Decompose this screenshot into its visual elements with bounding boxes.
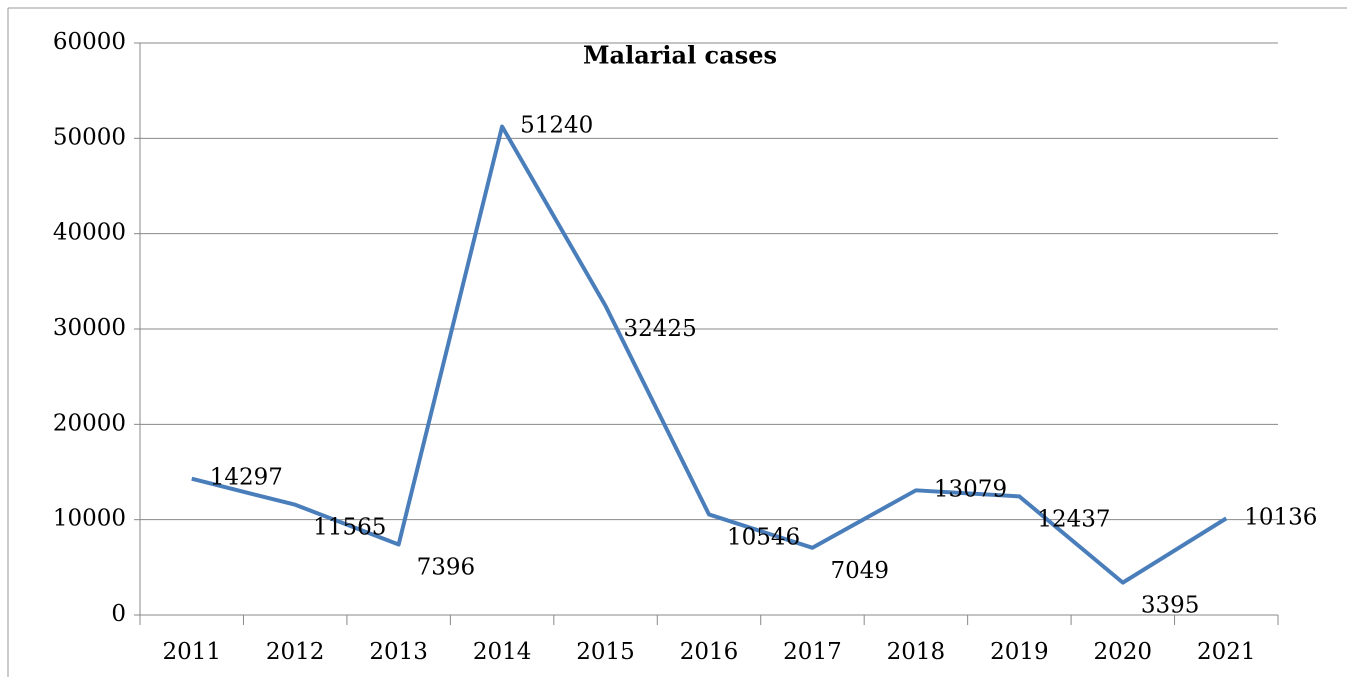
- x-tick-label: 2014: [473, 639, 532, 665]
- x-tick-label: 2012: [266, 639, 325, 665]
- x-tick-label: 2021: [1197, 639, 1256, 665]
- x-tick-label: 2017: [783, 639, 842, 665]
- x-tick-label: 2011: [162, 639, 221, 665]
- x-tick-label: 2018: [887, 639, 946, 665]
- y-tick-label: 40000: [53, 220, 126, 246]
- data-label: 12437: [1037, 506, 1110, 532]
- data-label: 10136: [1244, 504, 1317, 530]
- x-tick-label: 2019: [990, 639, 1049, 665]
- data-label: 32425: [624, 316, 697, 342]
- data-label: 7396: [417, 554, 476, 580]
- y-tick-label: 10000: [53, 506, 126, 532]
- y-tick-label: 60000: [53, 29, 126, 55]
- y-tick-label: 0: [111, 601, 126, 627]
- line: [191, 124, 1228, 585]
- data-label: 7049: [830, 558, 889, 584]
- y-tick-label: 50000: [53, 124, 126, 150]
- y-tick-label: 30000: [53, 315, 126, 341]
- data-label: 13079: [934, 476, 1007, 502]
- y-tick-label: 20000: [53, 410, 126, 436]
- x-tick-label: 2013: [369, 639, 428, 665]
- x-tick-label: 2020: [1094, 639, 1153, 665]
- x-tick-label: 2015: [576, 639, 635, 665]
- data-label: 51240: [520, 113, 593, 139]
- x-tick-label: 2016: [680, 639, 739, 665]
- data-label: 14297: [210, 465, 283, 491]
- data-label: 10546: [727, 524, 800, 550]
- data-label: 3395: [1141, 593, 1200, 619]
- chart-title: Malarial cases: [583, 41, 777, 70]
- data-label: 11565: [313, 515, 386, 541]
